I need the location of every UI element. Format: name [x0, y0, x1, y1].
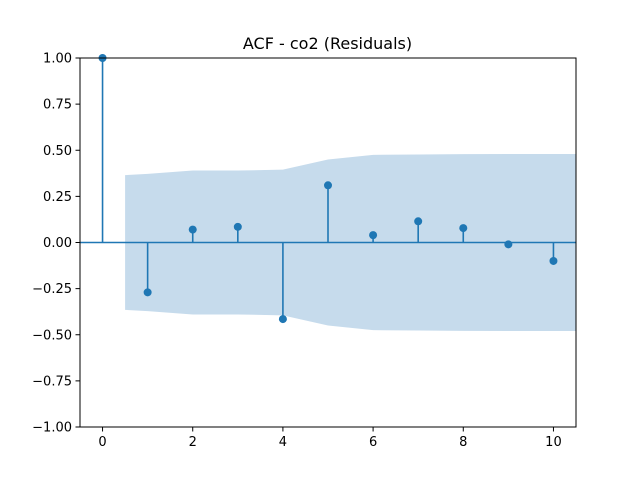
y-tick-label-7: 0.75	[43, 98, 72, 113]
stem-layer	[80, 54, 576, 324]
x-tick-label-6: 6	[369, 435, 377, 450]
y-tick-label-5: 0.25	[43, 190, 72, 205]
x-tick-label-2: 2	[189, 435, 197, 450]
marker-lag-2	[188, 225, 197, 234]
marker-lag-1	[143, 288, 152, 297]
chart-title: ACF - co2 (Residuals)	[243, 34, 412, 53]
marker-lag-7	[414, 217, 423, 226]
y-tick-label-8: 1.00	[43, 52, 72, 67]
marker-lag-5	[324, 181, 332, 190]
x-tick-label-8: 8	[459, 435, 467, 450]
x-tick-label-0: 0	[98, 435, 106, 450]
y-tick-label-0: −1.00	[32, 421, 72, 436]
marker-lag-9	[504, 240, 513, 249]
x-tick-label-4: 4	[279, 435, 287, 450]
marker-lag-8	[459, 224, 468, 233]
axis-layer: 0 2 4 6 8 10 −1.00 −0.75 −0.50 −0.25 0.00 0.25 0.50 0…	[32, 52, 577, 450]
y-tick-label-6: 0.50	[43, 144, 72, 159]
y-tick-label-1: −0.75	[32, 374, 72, 389]
y-tick-label-2: −0.50	[32, 328, 72, 343]
x-tick-label-10: 10	[545, 435, 562, 450]
marker-lag-6	[369, 231, 378, 240]
marker-lag-4	[278, 315, 287, 324]
marker-lag-10	[549, 256, 558, 265]
y-tick-label-4: 0.00	[43, 236, 72, 251]
marker-lag-3	[233, 222, 242, 231]
y-tick-label-3: −0.25	[32, 282, 72, 297]
